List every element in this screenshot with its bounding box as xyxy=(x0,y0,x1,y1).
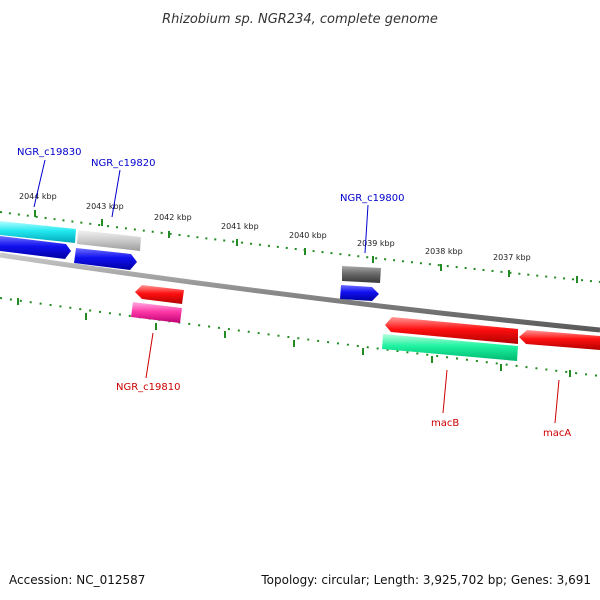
ruler-label: 2040 kbp xyxy=(289,231,327,240)
genome-backbone xyxy=(0,252,600,333)
genome-summary-text: Topology: circular; Length: 3,925,702 bp… xyxy=(261,573,591,587)
gene-feature-ngr-c19800[interactable] xyxy=(342,266,381,283)
reverse-callout-lines xyxy=(145,332,560,424)
ruler-label: 2044 kbp xyxy=(19,192,57,201)
gene-label-ngr-c19820[interactable]: NGR_c19820 xyxy=(91,158,156,169)
gene-label-macb[interactable]: macB xyxy=(431,418,459,429)
forward-ruler-major-ticks xyxy=(34,210,578,283)
accession-text: Accession: NC_012587 xyxy=(9,573,146,587)
gene-feature-ngr-c19810-cds[interactable] xyxy=(135,285,184,304)
gene-feature-macb[interactable] xyxy=(382,334,518,361)
ruler-label: 2042 kbp xyxy=(154,213,192,222)
gene-label-ngr-c19830[interactable]: NGR_c19830 xyxy=(17,147,82,158)
ruler-label: 2041 kbp xyxy=(221,222,259,231)
gene-feature-ngr-c19820[interactable] xyxy=(77,230,141,251)
ruler-label: 2037 kbp xyxy=(493,253,531,262)
gene-label-ngr-c19810[interactable]: NGR_c19810 xyxy=(116,382,181,393)
ruler-label: 2038 kbp xyxy=(425,247,463,256)
gene-feature-ngr-c19820-cds[interactable] xyxy=(74,248,137,270)
gene-feature-ngr-c19830-cds[interactable] xyxy=(0,236,71,259)
gene-feature-ngr-c19830[interactable] xyxy=(0,221,76,243)
gene-label-ngr-c19800[interactable]: NGR_c19800 xyxy=(340,193,405,204)
reverse-ruler-track xyxy=(0,297,600,377)
forward-callout-lines xyxy=(33,159,369,254)
gene-feature-maca-cds[interactable] xyxy=(519,330,600,350)
gene-feature-macb-cds[interactable] xyxy=(385,317,518,344)
ruler-label: 2039 kbp xyxy=(357,239,395,248)
reverse-ruler-major-ticks xyxy=(17,298,571,377)
ruler-label: 2043 kbp xyxy=(86,202,124,211)
gene-feature-ngr-c19810[interactable] xyxy=(131,302,182,323)
genome-title: Rhizobium sp. NGR234, complete genome xyxy=(162,12,438,27)
gene-label-maca[interactable]: macA xyxy=(543,428,571,439)
gene-feature-ngr-c19800-cds[interactable] xyxy=(340,285,379,301)
